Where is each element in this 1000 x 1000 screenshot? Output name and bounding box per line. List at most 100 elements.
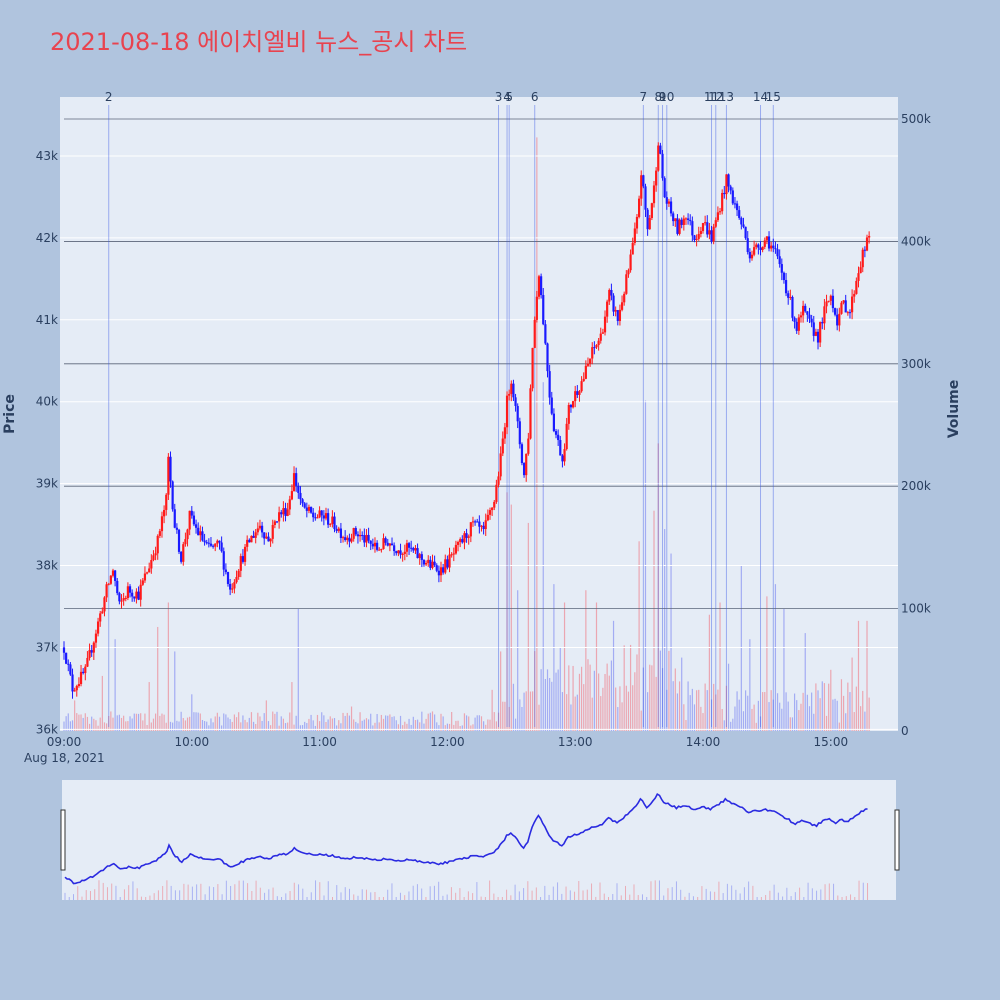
volume-bar: [544, 678, 546, 731]
volume-bar: [414, 720, 417, 731]
volume-bar: [595, 602, 598, 731]
candle-body: [256, 528, 259, 533]
candle-body: [292, 473, 296, 492]
volume-bar: [732, 718, 734, 731]
volume-bar: [860, 706, 862, 731]
volume-bar: [634, 672, 636, 731]
time-tick-label: 15:00: [814, 735, 849, 749]
volume-bar: [434, 714, 436, 731]
plot-background: [60, 97, 898, 731]
candle-body: [160, 516, 164, 532]
volume-bar: [555, 672, 557, 731]
volume-bar: [235, 717, 238, 731]
volume-bar: [425, 718, 427, 731]
candle-body: [625, 274, 628, 294]
volume-bar: [323, 715, 325, 731]
candle-body: [635, 216, 639, 229]
volume-bar: [704, 683, 706, 731]
chart-title: 2021-08-18 에이치엘비 뉴스_공시 차트: [50, 28, 468, 56]
news-marker-label: 13: [719, 90, 734, 104]
volume-bar: [355, 721, 357, 731]
candle-body: [782, 272, 786, 281]
candle-body: [77, 684, 81, 687]
candle-body: [808, 314, 811, 319]
volume-bar: [802, 692, 804, 731]
range-slider-right-handle[interactable]: [894, 809, 900, 871]
volume-bar: [197, 712, 199, 731]
candle-body: [584, 365, 587, 379]
volume-bar: [845, 713, 847, 731]
candle-body: [505, 395, 509, 428]
volume-bar: [99, 717, 101, 731]
volume-bar: [736, 691, 738, 731]
volume-bar: [346, 712, 348, 731]
candle-body: [578, 391, 581, 395]
candle-body: [312, 512, 315, 518]
volume-bar: [489, 719, 491, 731]
candle-body: [501, 438, 504, 454]
candle-body: [137, 591, 140, 600]
candle-body: [469, 522, 472, 537]
candle-body: [620, 302, 624, 310]
candle-body: [339, 528, 342, 539]
volume-bar: [106, 723, 108, 731]
candle-body: [863, 249, 866, 251]
volume-bar: [374, 722, 376, 731]
volume-bar: [659, 650, 661, 731]
volume-bar: [561, 692, 564, 731]
volume-bar: [453, 724, 455, 731]
volume-bar: [120, 717, 123, 731]
volume-bar: [591, 697, 593, 731]
volume-bar: [378, 722, 380, 731]
volume-bar: [804, 633, 806, 731]
volume-bar: [551, 681, 553, 731]
candle-body: [188, 510, 191, 530]
volume-bar: [340, 723, 342, 731]
candle-body: [363, 535, 366, 543]
volume-bar: [689, 695, 691, 731]
candle-body: [322, 515, 325, 519]
candle-body: [395, 551, 398, 554]
volume-bar: [353, 719, 355, 731]
volume-bar: [642, 667, 644, 731]
candle-body: [465, 533, 468, 538]
volume-bar: [566, 694, 568, 731]
candle-body: [491, 507, 494, 511]
volume-bar: [655, 676, 657, 731]
volume-bar: [557, 669, 559, 731]
volume-bar: [238, 712, 240, 731]
volume-bar: [114, 639, 116, 731]
candle-body: [499, 453, 502, 477]
volume-bar: [280, 716, 282, 731]
candle-body: [661, 153, 664, 179]
candle-body: [776, 249, 779, 257]
candle-body: [320, 510, 323, 516]
candle-body: [753, 247, 756, 255]
volume-bar: [308, 718, 310, 731]
volume-bar: [195, 712, 197, 731]
volume-bar: [713, 683, 715, 731]
candle-body: [427, 559, 430, 563]
volume-bar: [69, 721, 71, 731]
candle-body: [410, 547, 413, 549]
candle-body: [65, 652, 68, 664]
candle-body: [563, 449, 566, 462]
volume-tick-label: 0: [901, 724, 909, 738]
volume-bar: [840, 679, 843, 731]
volume-bar: [172, 722, 174, 731]
range-slider-left-handle[interactable]: [60, 809, 66, 871]
candle-body: [851, 296, 854, 313]
candle-body: [606, 301, 609, 317]
volume-bar: [423, 723, 425, 731]
news-marker-label: 2: [105, 90, 113, 104]
candle-body: [329, 523, 332, 525]
candle-body: [827, 300, 830, 302]
volume-bar: [791, 717, 794, 731]
candle-body: [88, 650, 91, 658]
candle-body: [819, 322, 822, 343]
range-slider[interactable]: [60, 780, 900, 900]
candle-body: [616, 310, 619, 322]
candle-body: [254, 532, 257, 538]
candle-body: [167, 456, 170, 495]
candle-body: [145, 572, 149, 574]
